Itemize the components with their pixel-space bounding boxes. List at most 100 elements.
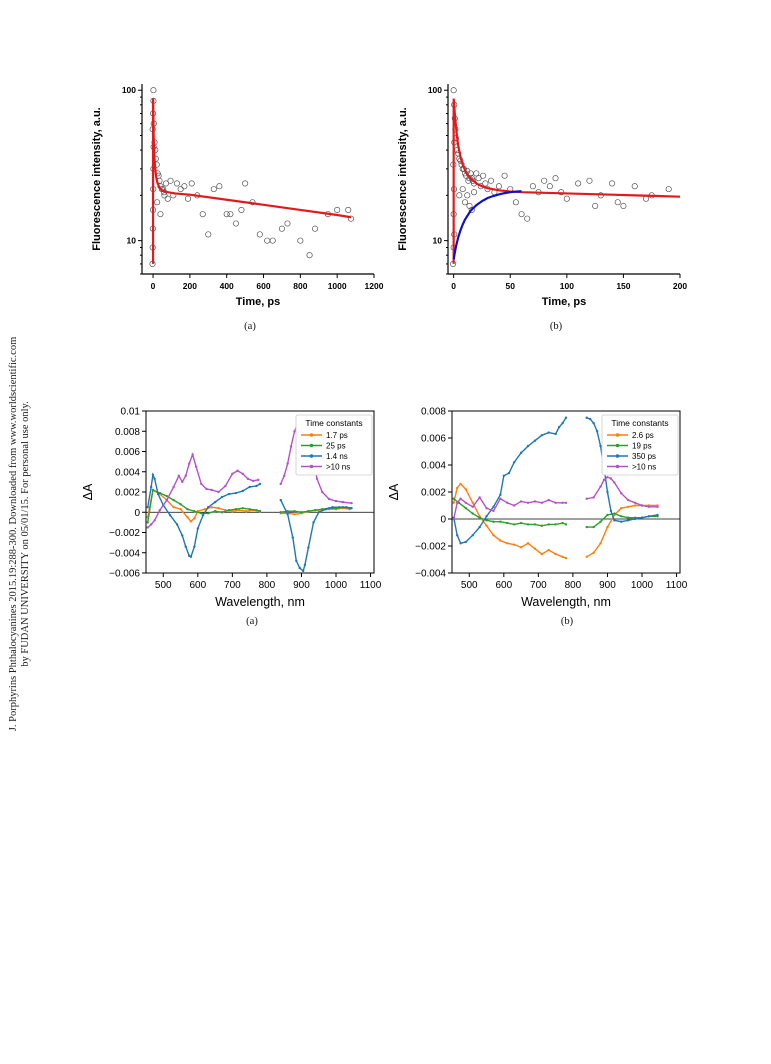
series-marker-0 — [179, 508, 182, 511]
data-point — [161, 192, 168, 199]
series-marker-2 — [206, 505, 210, 509]
y-tick-label: −0.006 — [109, 569, 140, 580]
series-marker-2 — [547, 431, 550, 434]
series-marker-1 — [592, 525, 595, 529]
legend-swatch-marker — [309, 464, 314, 469]
series-marker-2 — [307, 546, 310, 549]
series-marker-3 — [656, 505, 659, 509]
download-notice-line1: J. Porphyrins Phthalocyanines 2015.19:28… — [8, 336, 19, 732]
series-marker-2 — [640, 516, 644, 519]
series-marker-3 — [315, 477, 319, 481]
series-marker-2 — [464, 540, 468, 544]
data-point — [232, 220, 239, 227]
series-marker-0 — [606, 525, 609, 529]
series-marker-2 — [213, 500, 217, 504]
series-marker-1 — [547, 523, 550, 526]
data-point — [450, 87, 457, 94]
series-marker-3 — [485, 507, 488, 510]
series-marker-2 — [324, 508, 327, 511]
series-marker-3 — [626, 498, 630, 502]
data-point — [154, 199, 161, 206]
series-marker-1 — [554, 523, 557, 526]
y-tick-label: 0.006 — [421, 434, 446, 445]
series-marker-2 — [492, 505, 495, 509]
series-marker-1 — [206, 512, 210, 515]
series-marker-2 — [201, 514, 205, 517]
legend-swatch-marker — [615, 433, 620, 437]
series-marker-2 — [175, 523, 179, 526]
series-marker-3 — [165, 498, 168, 502]
data-point — [614, 199, 621, 206]
series-marker-1 — [300, 511, 303, 514]
x-tick-label: 600 — [495, 580, 512, 591]
data-point — [184, 195, 192, 202]
data-point — [586, 177, 593, 184]
series-marker-3 — [554, 501, 557, 504]
series-marker-3 — [561, 501, 564, 504]
series-marker-2 — [533, 439, 537, 442]
data-point — [150, 87, 157, 94]
series-marker-2 — [620, 520, 623, 523]
fit-line-2 — [151, 98, 352, 264]
series-marker-2 — [507, 471, 511, 475]
data-point — [473, 170, 480, 177]
series-marker-2 — [193, 545, 196, 548]
x-tick-label: 150 — [616, 281, 630, 291]
data-point — [306, 252, 313, 259]
series-marker-1 — [506, 521, 509, 525]
series-marker-1 — [234, 508, 238, 511]
data-point — [238, 206, 245, 213]
data-point — [541, 177, 548, 184]
series-marker-3 — [177, 474, 181, 477]
series-marker-1 — [179, 502, 182, 506]
series-marker-3 — [609, 477, 613, 480]
series-marker-3 — [519, 500, 523, 503]
series-marker-3 — [540, 501, 544, 504]
x-tick-label: 1000 — [328, 281, 347, 291]
fluorescence-decay-chart-a: 0 200 400 600 800 1000 1200 10 100 Time, ps Fluore… — [91, 84, 384, 308]
y-axis-label: Fluorescence intensity, a.u. — [397, 107, 409, 250]
series-marker-2 — [146, 505, 149, 509]
series-marker-1 — [613, 512, 616, 515]
plot-area — [450, 87, 680, 267]
y-tick-label: 0 — [440, 515, 446, 526]
x-axis-label: Time, ps — [236, 296, 280, 308]
series-marker-2 — [168, 514, 172, 517]
series-marker-2 — [554, 432, 557, 436]
series-marker-0 — [633, 504, 637, 507]
series-marker-3 — [187, 462, 191, 465]
series-marker-3 — [293, 430, 296, 433]
series-marker-1 — [172, 498, 175, 502]
x-tick-label: 800 — [565, 580, 582, 591]
data-point — [470, 189, 478, 196]
series-marker-2 — [151, 473, 155, 476]
series-marker-2 — [502, 474, 506, 477]
series-marker-3 — [350, 501, 353, 505]
y-axis-label: ΔA — [81, 483, 95, 500]
series-marker-3 — [241, 472, 244, 475]
x-tick-label: 200 — [673, 281, 687, 291]
series-marker-3 — [200, 482, 203, 486]
data-point — [482, 180, 489, 187]
series-marker-3 — [585, 497, 588, 500]
series-marker-3 — [341, 500, 345, 504]
data-point — [512, 199, 519, 206]
series-marker-3 — [289, 445, 293, 448]
x-tick-label: 600 — [256, 281, 270, 291]
data-point — [256, 231, 263, 238]
x-axis-label: Wavelength, nm — [521, 595, 611, 609]
series-marker-2 — [588, 417, 592, 421]
data-point — [563, 195, 570, 202]
data-point — [157, 211, 164, 218]
x-tick-label: 500 — [461, 580, 478, 591]
series-marker-2 — [317, 511, 320, 514]
data-point — [167, 177, 174, 184]
series-marker-1 — [533, 523, 537, 526]
legend-item: >10 ns — [326, 463, 350, 472]
x-tick-label: 700 — [530, 580, 547, 591]
series-marker-1 — [499, 520, 502, 523]
series-marker-3 — [633, 501, 637, 504]
data-point — [464, 192, 471, 199]
fit-line-2 — [452, 98, 680, 264]
